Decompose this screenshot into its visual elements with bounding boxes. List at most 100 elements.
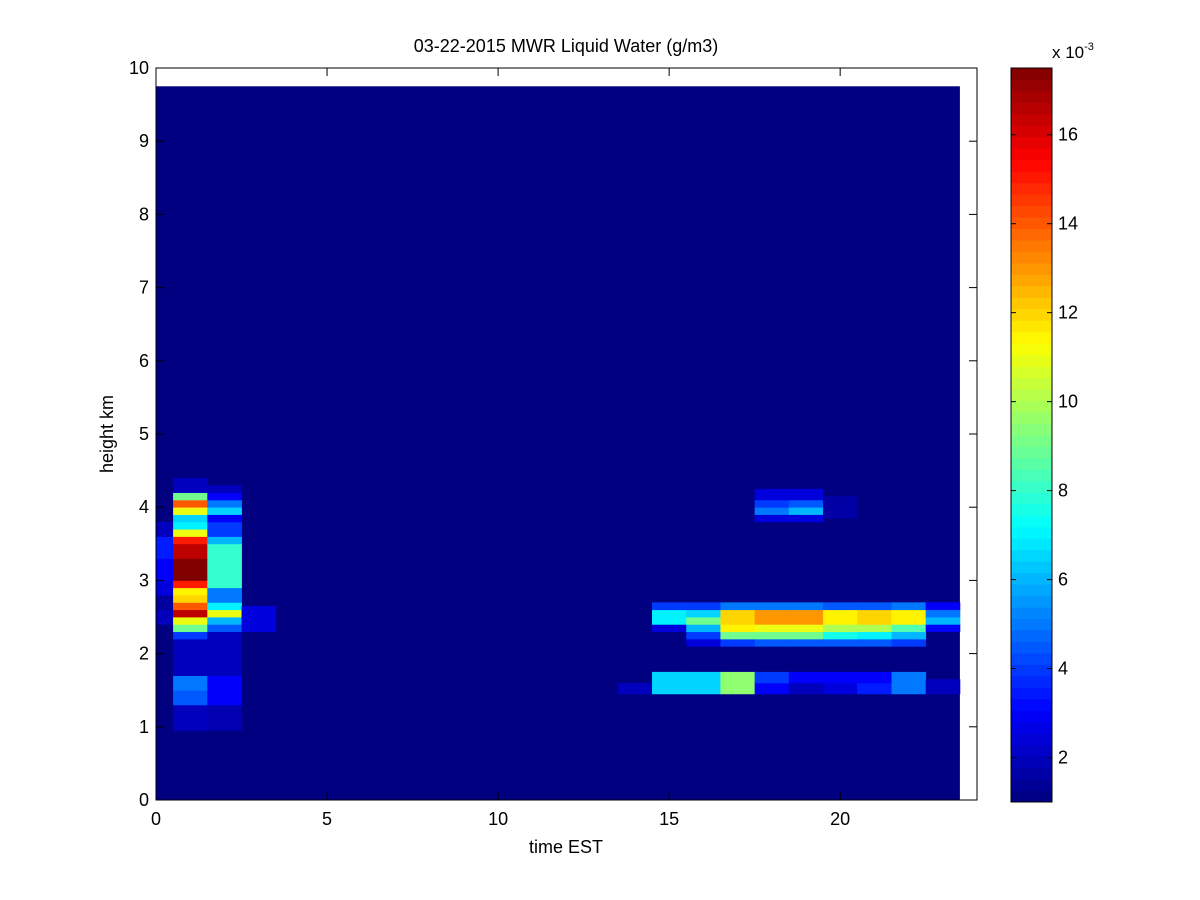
heatmap-cell <box>686 631 721 640</box>
colorbar-segment <box>1011 446 1052 459</box>
colorbar-segment <box>1011 744 1052 757</box>
heatmap-cell <box>686 602 721 611</box>
colorbar-segment <box>1011 664 1052 677</box>
colorbar-tick-label: 10 <box>1058 392 1078 412</box>
colorbar-segment <box>1011 629 1052 642</box>
heatmap-cell <box>754 631 790 640</box>
colorbar-segment <box>1011 194 1052 207</box>
heatmap-cell <box>652 671 687 695</box>
heatmap-cell <box>788 499 824 508</box>
heatmap-cell <box>788 638 824 647</box>
heatmap-cell <box>207 617 242 625</box>
heatmap-cell <box>823 624 858 633</box>
heatmap-cell <box>652 609 687 625</box>
heatmap-cell <box>891 631 927 640</box>
heatmap-cell <box>720 671 756 695</box>
colorbar-segment <box>1011 377 1052 390</box>
heatmap-cell <box>207 602 242 611</box>
colorbar-segment <box>1011 308 1052 321</box>
heatmap-cell <box>173 521 208 530</box>
heatmap-cell <box>754 609 790 625</box>
colorbar-segment <box>1011 572 1052 585</box>
heatmap-cell <box>823 682 858 695</box>
colorbar-frame <box>1010 67 1053 803</box>
heatmap-cell <box>207 624 242 633</box>
colorbar-segment <box>1011 607 1052 619</box>
colorbar-segment <box>1011 469 1052 482</box>
heatmap-cell <box>754 624 790 633</box>
heatmap-cell <box>754 507 790 515</box>
heatmap-cell <box>788 631 824 640</box>
y-tick-label: 0 <box>139 790 149 810</box>
heatmap-cell <box>686 624 721 633</box>
colorbar-segment <box>1011 492 1052 505</box>
colorbar-segment <box>1011 756 1052 769</box>
heatmap-cell <box>207 492 242 501</box>
colorbar-exponent: -3 <box>1084 41 1094 53</box>
colorbar-segment <box>1011 159 1052 172</box>
heatmap-cell <box>173 499 208 508</box>
colorbar-segment <box>1011 331 1052 344</box>
heatmap-cell <box>207 704 242 731</box>
heatmap-cell <box>925 679 961 695</box>
heatmap-cell <box>857 671 892 684</box>
heatmap-cell <box>720 638 756 647</box>
heatmap-cell <box>207 521 242 537</box>
colorbar-multiplier-base: x 10 <box>1052 43 1084 62</box>
colorbar-segment <box>1011 733 1052 746</box>
y-tick-label: 10 <box>129 58 149 78</box>
colorbar-segment <box>1011 698 1052 711</box>
colorbar-segment <box>1011 710 1052 723</box>
heatmap-cell <box>754 602 790 611</box>
colorbar-segment <box>1011 182 1052 195</box>
heatmap-cell <box>207 543 242 589</box>
heatmap-cell <box>891 671 927 695</box>
colorbar-segment <box>1011 148 1052 161</box>
heatmap-cell <box>207 485 242 493</box>
heatmap-cell <box>173 529 208 537</box>
colorbar-segment <box>1011 262 1052 275</box>
heatmap-cell <box>823 631 858 640</box>
colorbar-segment <box>1011 779 1052 792</box>
heatmap-cell <box>207 507 242 515</box>
heatmap-cell <box>823 602 858 611</box>
colorbar-segment <box>1011 125 1052 138</box>
y-tick-label: 7 <box>139 278 149 298</box>
heatmap-cell <box>823 638 858 647</box>
colorbar-segment <box>1011 217 1052 230</box>
heatmap-cell <box>788 624 824 633</box>
colorbar-segment <box>1011 457 1052 470</box>
colorbar-segment <box>1011 68 1052 80</box>
colorbar-segment <box>1011 503 1052 516</box>
colorbar-segment <box>1011 767 1052 780</box>
y-tick-label: 5 <box>139 424 149 444</box>
heatmap-cell <box>925 624 961 633</box>
heatmap-cell <box>891 624 927 633</box>
x-tick-label: 0 <box>151 809 161 829</box>
colorbar-segment <box>1011 675 1052 688</box>
heatmap-cell <box>857 624 892 633</box>
heatmap-cell <box>720 631 756 640</box>
colorbar-multiplier: x 10-3 <box>1052 41 1094 62</box>
heatmap-cell <box>173 587 208 596</box>
heatmap-cell <box>857 631 892 640</box>
colorbar-segment <box>1011 584 1052 597</box>
heatmap-cell <box>173 514 208 523</box>
heatmap-cell <box>173 638 208 676</box>
colorbar-segment <box>1011 687 1052 700</box>
heatmap-cell <box>891 638 927 647</box>
colorbar-segment <box>1011 538 1052 551</box>
colorbar-segment <box>1011 297 1052 310</box>
heatmap-cell <box>891 609 927 625</box>
chart-title: 03-22-2015 MWR Liquid Water (g/m3) <box>414 36 718 56</box>
colorbar-segment <box>1011 285 1052 298</box>
heatmap-cell <box>686 609 721 618</box>
y-tick-label: 2 <box>139 644 149 664</box>
colorbar-segment <box>1011 618 1052 631</box>
heatmap-cell <box>788 682 824 695</box>
heatmap-cell <box>652 624 687 633</box>
heatmap-cell <box>788 671 824 684</box>
colorbar-tick-label: 14 <box>1058 214 1078 234</box>
colorbar-segment <box>1011 171 1052 184</box>
colorbar-segment <box>1011 240 1052 252</box>
